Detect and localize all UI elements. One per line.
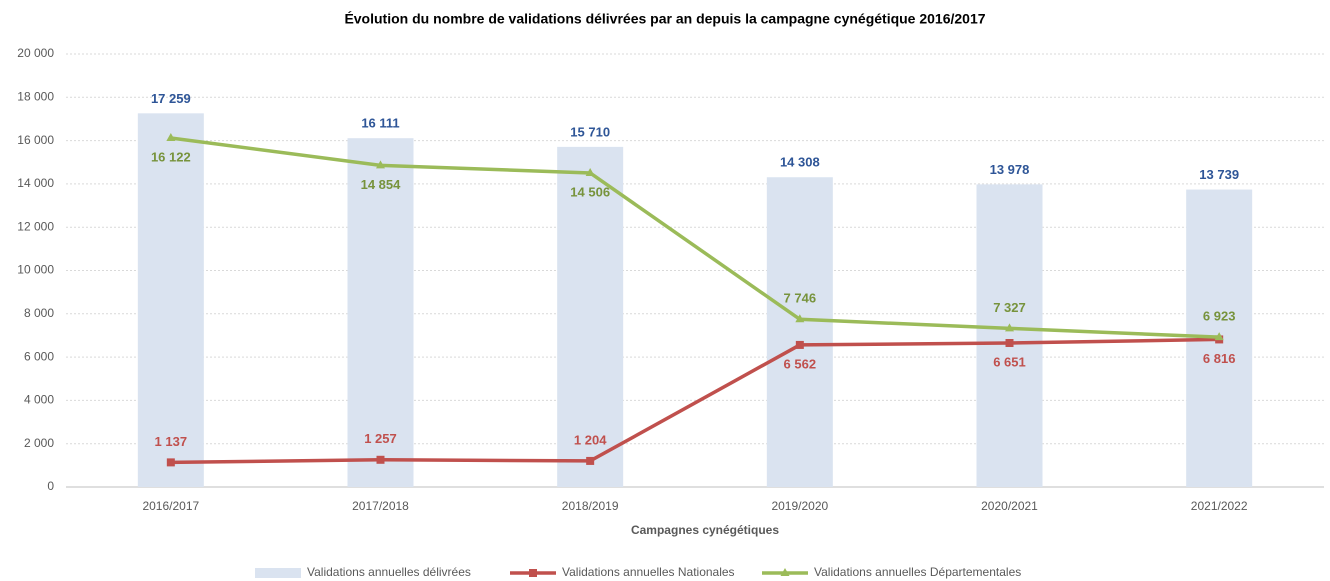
- marker: [1005, 323, 1014, 332]
- line: [170, 337, 1220, 465]
- y-tick-label: 4 000: [24, 393, 54, 407]
- y-tick-label: 10 000: [17, 263, 54, 277]
- bar-value-label: 13 739: [1199, 167, 1239, 182]
- x-tick-label: 2020/2021: [981, 499, 1038, 513]
- x-tick-label: 2021/2022: [1191, 499, 1248, 513]
- marker: [376, 455, 385, 464]
- bar: [137, 113, 204, 487]
- y-tick-label: 6 000: [24, 349, 54, 363]
- x-tick-label: 2017/2018: [352, 499, 409, 513]
- line-value-label: 14 854: [361, 177, 402, 192]
- bar: [557, 146, 624, 488]
- marker: [795, 314, 805, 323]
- line-value-label: 1 257: [364, 431, 397, 446]
- line-value-label: 16 122: [151, 149, 191, 164]
- bar-value-label: 14 308: [780, 155, 820, 170]
- bar: [766, 177, 833, 487]
- line-value-label: 7 746: [784, 291, 817, 306]
- marker: [586, 456, 595, 465]
- y-tick-label: 2 000: [24, 436, 54, 450]
- legend-marker: [529, 569, 537, 577]
- y-tick-label: 20 000: [17, 46, 54, 60]
- marker: [795, 340, 804, 349]
- legend-label: Validations annuelles Nationales: [562, 565, 735, 579]
- line-value-label: 6 651: [993, 354, 1026, 369]
- bar: [976, 184, 1043, 488]
- marker: [1214, 332, 1224, 341]
- line-value-label: 14 506: [570, 184, 610, 199]
- bar-value-label: 13 978: [990, 162, 1030, 177]
- bar-value-label: 16 111: [361, 116, 399, 131]
- x-tick-label: 2018/2019: [562, 499, 619, 513]
- marker: [376, 160, 385, 169]
- legend-marker: [780, 568, 790, 576]
- y-tick-label: 12 000: [17, 219, 54, 233]
- legend-swatch: [255, 568, 301, 578]
- y-tick-label: 16 000: [17, 133, 54, 147]
- bar: [347, 138, 414, 488]
- line-value-label: 1 204: [574, 432, 607, 447]
- line-value-label: 7 327: [993, 300, 1026, 315]
- y-tick-label: 8 000: [24, 306, 54, 320]
- x-tick-label: 2016/2017: [142, 499, 199, 513]
- legend-label: Validations annuelles délivrées: [307, 565, 471, 579]
- y-tick-label: 14 000: [17, 176, 54, 190]
- y-tick-label: 0: [47, 479, 54, 493]
- line-value-label: 6 562: [784, 356, 817, 371]
- line-value-label: 6 923: [1203, 309, 1236, 324]
- line-value-label: 6 816: [1203, 351, 1236, 366]
- marker: [166, 458, 175, 467]
- marker: [166, 132, 176, 141]
- x-tick-label: 2019/2020: [771, 499, 828, 513]
- marker: [1005, 339, 1014, 348]
- line-value-label: 1 137: [155, 434, 188, 449]
- legend-label: Validations annuelles Départementales: [814, 565, 1021, 579]
- bar-value-label: 15 710: [570, 124, 610, 139]
- x-axis-title: Campagnes cynégétiques: [631, 523, 779, 537]
- chart-title: Évolution du nombre de validations déliv…: [344, 11, 985, 27]
- y-tick-label: 18 000: [17, 89, 54, 103]
- marker: [585, 167, 595, 176]
- line: [170, 136, 1220, 339]
- bar-value-label: 17 259: [151, 91, 191, 106]
